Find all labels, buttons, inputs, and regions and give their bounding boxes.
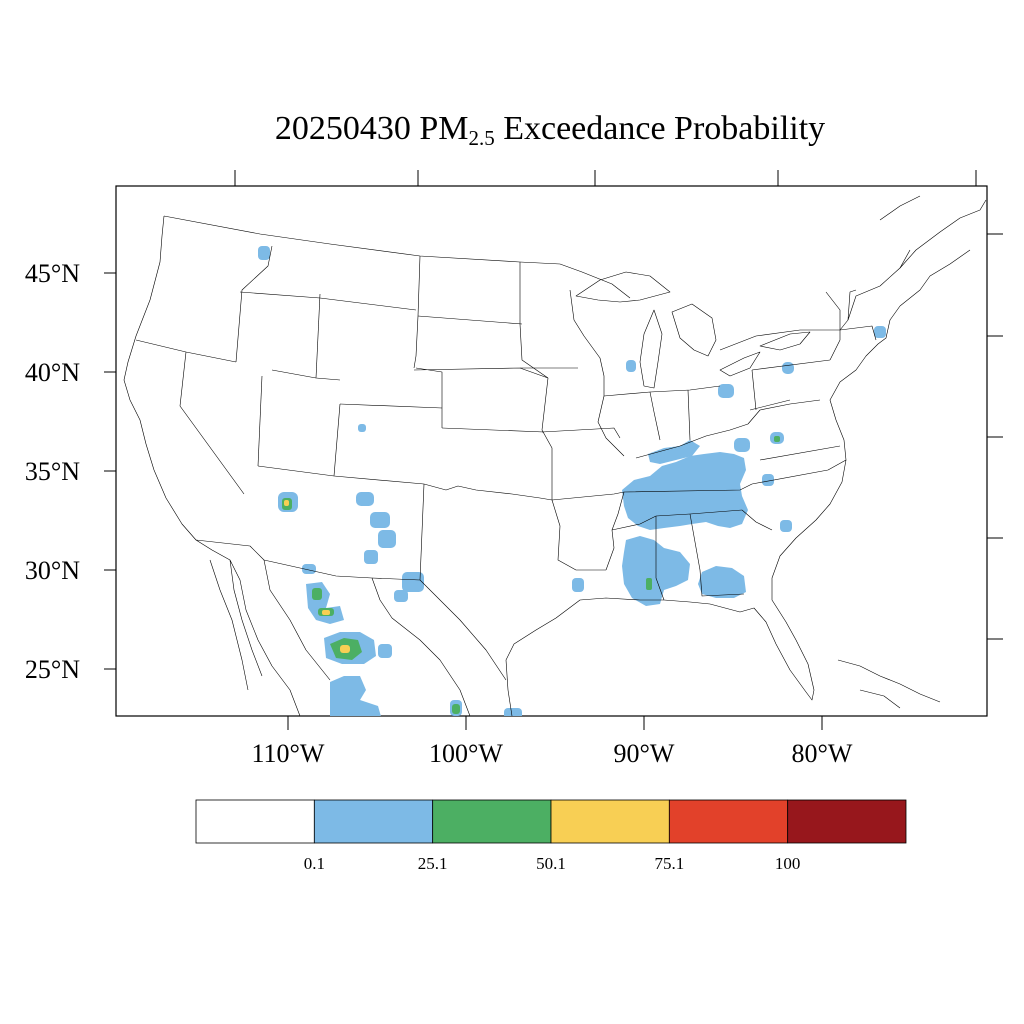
map-content [123,195,987,716]
lon-label-110w: 110°W [252,739,325,768]
exceedance-area-ohio [718,384,734,398]
title-suffix: Exceedance Probability [503,110,826,147]
lat-label-40n: 40°N [25,358,80,387]
exceedance-area-alabama-coast [698,566,746,598]
exceedance-area-colorado [358,424,366,432]
bottom-ticks [287,716,823,730]
exceedance-area-idaho [258,246,270,260]
exceedance-high-arizona [284,500,289,506]
lat-label-25n: 25°N [25,655,80,684]
exceedance-area-georgia [780,520,792,532]
lon-label-100w: 100°W [429,739,503,768]
right-ticks [987,233,1003,640]
exceedance-mid-nuevo-leon [452,704,460,714]
legend-label-0: 0.1 [304,854,325,873]
lon-labels: 110°W 100°W 90°W 80°W [252,739,853,768]
exceedance-area-pennsylvania [782,362,794,374]
top-ticks [234,170,977,186]
exceedance-area-new-mexico-2 [370,512,390,528]
legend-label-3: 75.1 [654,854,684,873]
exceedance-area-south-carolina [762,474,774,486]
exceedance-high-chihuahua [322,610,330,615]
exceedance-mid-chihuahua [312,588,322,600]
exceedance-area-illinois [626,360,636,372]
lon-label-90w: 90°W [614,739,675,768]
exceedance-area-kentucky-north [648,440,700,464]
state-boundaries [123,195,987,716]
legend-label-2: 50.1 [536,854,566,873]
exceedance-high-sinaloa [340,645,350,653]
exceedance-mid-virginia [774,436,780,442]
title-pollutant: PM [419,110,469,147]
legend-label-4: 100 [775,854,801,873]
legend-swatch-4 [668,799,789,844]
exceedance-area-sonora [302,564,316,574]
exceedance-area-west-virginia [734,438,750,452]
legend-labels: 0.1 25.1 50.1 75.1 100 [304,854,801,873]
legend-swatch-5 [787,799,907,844]
exceedance-area-texas-west-2 [394,590,408,602]
lon-label-80w: 80°W [792,739,853,768]
exceedance-area-durango [378,644,392,658]
lat-labels: 45°N 40°N 35°N 30°N 25°N [25,259,80,684]
lat-label-45n: 45°N [25,259,80,288]
legend-swatch-0 [195,799,315,844]
legend-label-1: 25.1 [418,854,448,873]
legend-swatch-3 [550,799,670,844]
map-title: 20250430 PM2.5 Exceedance Probability [0,110,1024,151]
exceedance-area-mexico-south [330,676,381,716]
exceedance-area-new-mexico-1 [356,492,374,506]
title-pollutant-subscript: 2.5 [468,126,495,150]
legend-colorbar [195,799,907,844]
exceedance-area-texas-west [402,572,424,592]
map-frame [115,185,988,717]
exceedance-area-louisiana [572,578,584,592]
legend-swatch-2 [432,799,552,844]
exceedance-area-new-mexico-4 [364,550,378,564]
left-ticks [104,272,116,670]
exceedance-area-massachusetts [874,326,886,338]
exceedance-area-tamaulipas [504,708,522,716]
exceedance-area-new-mexico-3 [378,530,396,548]
title-date: 20250430 [274,110,411,147]
exceedance-mid-mississippi [646,578,652,590]
lat-label-35n: 35°N [25,457,80,486]
legend-swatch-1 [313,799,434,844]
lat-label-30n: 30°N [25,556,80,585]
